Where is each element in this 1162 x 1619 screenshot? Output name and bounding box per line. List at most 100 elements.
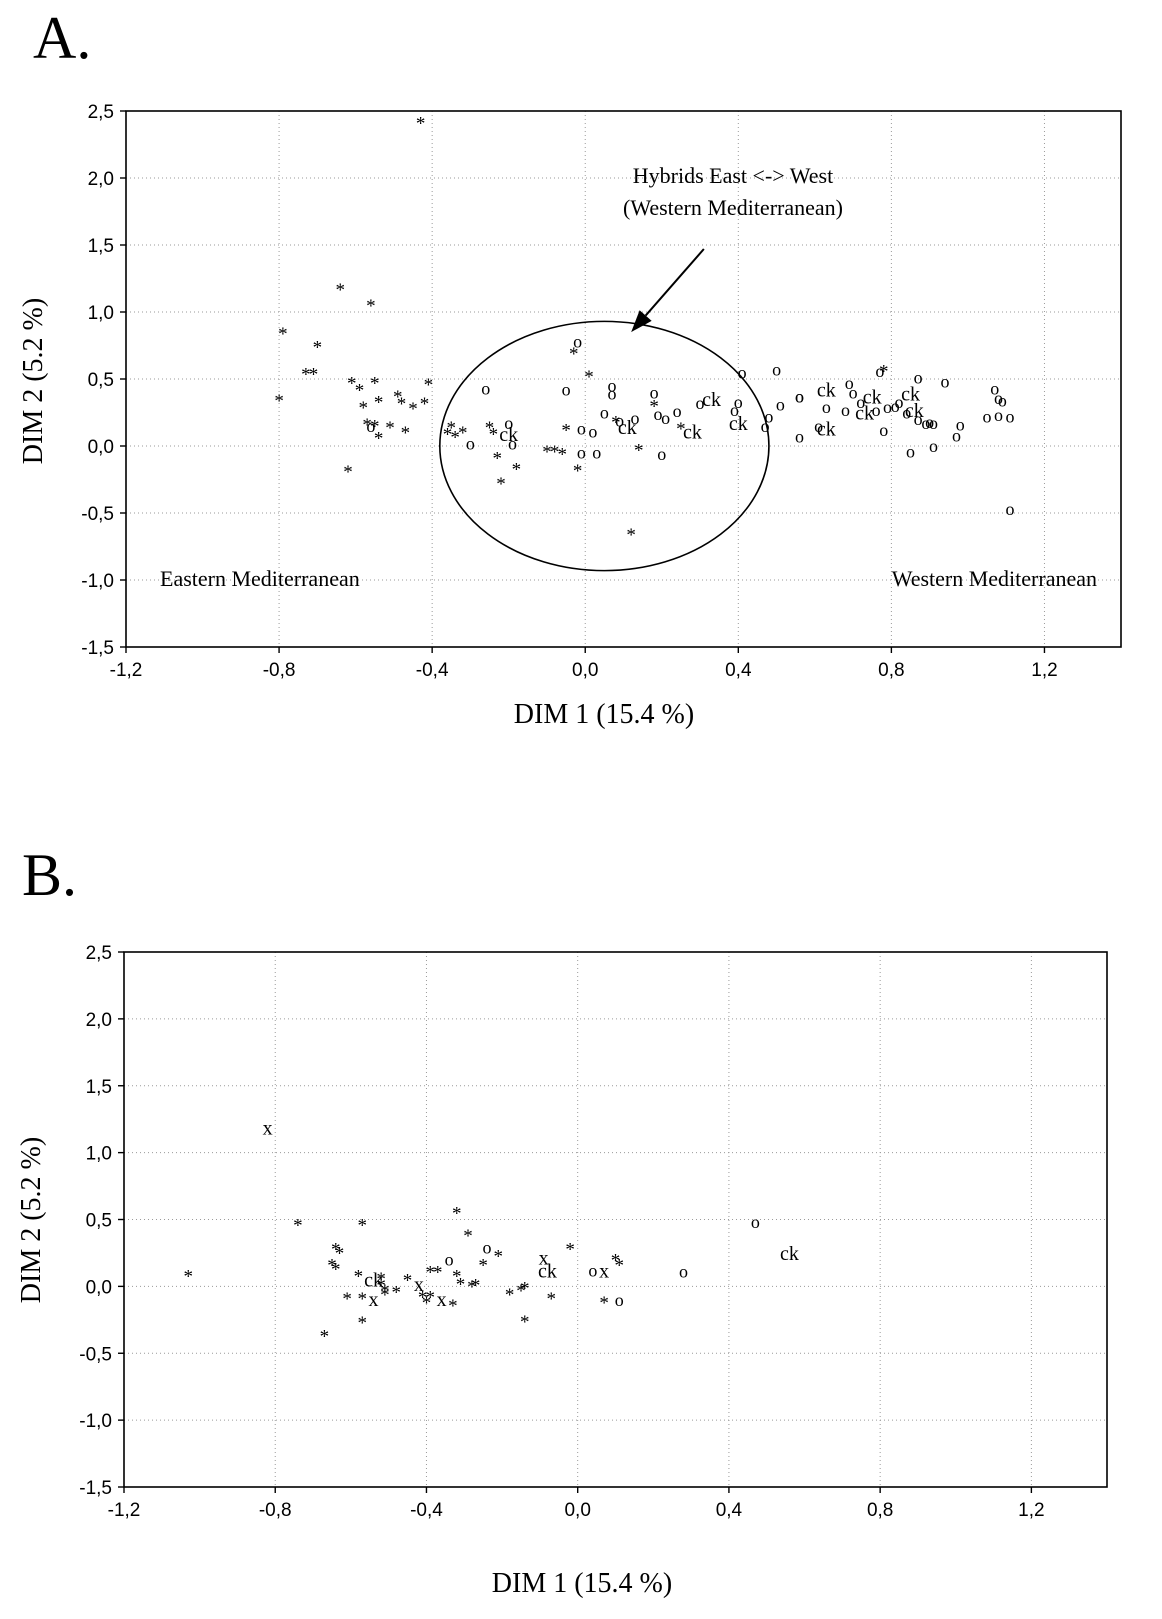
panel-a-ticks: -1,2 -0,8 -0,4 0,0 0,4 0,8 1,2 -1,5 -1,0 -0,5 0,0 0…: [81, 102, 1057, 681]
panel-b-points: x** **********ckx**** ** x*****xo********o *…: [184, 1118, 799, 1348]
asterisk-point: *: [362, 415, 372, 436]
panel-b-y-axis-title: DIM 2 (5.2 %): [16, 1137, 47, 1303]
y-tick-label: -0,5: [79, 1344, 112, 1365]
asterisk-point: *: [634, 441, 644, 462]
hybrids-label-line1: Hybrids East <-> West: [633, 163, 833, 188]
asterisk-point: *: [485, 418, 495, 439]
asterisk-point: *: [366, 296, 376, 317]
ck-point: ck: [729, 413, 748, 435]
circle-point: o: [577, 419, 586, 439]
asterisk-point: *: [335, 1244, 345, 1265]
ck-point: ck: [780, 1243, 799, 1265]
panel-b-plot-frame: [123, 951, 1108, 1488]
circle-point: o: [795, 427, 804, 447]
x-tick-label: -0,8: [259, 1500, 292, 1521]
asterisk-point: *: [546, 1289, 556, 1310]
circle-point: o: [983, 407, 992, 427]
asterisk-point: *: [626, 525, 636, 546]
hybrids-label-line2: (Western Mediterranean): [623, 195, 843, 220]
ck-point: ck: [905, 400, 924, 422]
asterisk-point: *: [558, 445, 568, 466]
circle-point: o: [776, 394, 785, 414]
asterisk-point: *: [416, 114, 426, 135]
circle-point: o: [814, 416, 823, 436]
hybrids-ellipse: [439, 320, 770, 572]
asterisk-point: *: [467, 1277, 477, 1298]
asterisk-point: *: [611, 413, 621, 434]
circle-point: o: [845, 373, 854, 393]
asterisk-point: *: [320, 1327, 330, 1348]
ck-point: ck: [618, 417, 637, 439]
circle-point: o: [902, 403, 911, 423]
circle-point: o: [940, 372, 949, 392]
asterisk-point: *: [274, 391, 284, 412]
circle-point: o: [600, 403, 609, 423]
asterisk-point: *: [336, 280, 346, 301]
x-tick-label: -1,2: [110, 660, 143, 681]
panel-b-x-axis-title: DIM 1 (15.4 %): [492, 1568, 672, 1599]
y-tick-label: 1,5: [86, 1077, 112, 1098]
ck-point: ck: [817, 419, 836, 441]
panel-a-label: A.: [33, 5, 91, 71]
ck-point: ck: [538, 1260, 557, 1282]
x-tick-label: -1,2: [108, 1500, 141, 1521]
asterisk-point: *: [343, 462, 353, 483]
hybrids-arrow: [631, 248, 705, 333]
asterisk-point: *: [184, 1266, 194, 1287]
y-tick-label: -1,5: [79, 1478, 112, 1499]
asterisk-point: *: [393, 387, 403, 408]
asterisk-point: *: [397, 394, 407, 415]
asterisk-point: *: [401, 423, 411, 444]
asterisk-point: *: [520, 1312, 530, 1333]
circle-point: o: [761, 416, 770, 436]
panel-a: A. -1,2 -0,8 -0,4 0,0 0,4 0,8 1,2 -1,5 -1,0 -0,5 0…: [18, 5, 1122, 730]
y-tick-label: -1,5: [81, 638, 114, 659]
ck-point: ck: [863, 386, 882, 408]
circle-point: o: [679, 1262, 688, 1282]
asterisk-point: *: [370, 374, 380, 395]
y-tick-label: 2,5: [86, 943, 112, 964]
circle-point: o: [481, 378, 490, 398]
asterisk-point: *: [370, 417, 380, 438]
circle-point: o: [588, 421, 597, 441]
circle-point: o: [872, 400, 881, 420]
x-tick-label: 0,0: [564, 1500, 590, 1521]
circle-point: o: [661, 408, 670, 428]
circle-point: o: [906, 441, 915, 461]
circle-point: o: [366, 416, 375, 436]
circle-point: o: [891, 396, 900, 416]
ck-point: ck: [702, 389, 721, 411]
asterisk-point: *: [357, 1313, 367, 1334]
y-tick-label: 0,5: [86, 1211, 112, 1232]
asterisk-point: *: [505, 1285, 515, 1306]
asterisk-point: *: [573, 461, 583, 482]
y-tick-label: -1,0: [79, 1411, 112, 1432]
circle-point: o: [883, 397, 892, 417]
y-tick-label: -1,0: [81, 571, 114, 592]
circle-point: o: [592, 443, 601, 463]
asterisk-point: *: [433, 1262, 443, 1283]
panel-a-y-axis-title: DIM 2 (5.2 %): [18, 298, 49, 464]
asterisk-point: *: [424, 375, 434, 396]
asterisk-point: *: [391, 1282, 401, 1303]
asterisk-point: *: [452, 1266, 462, 1287]
asterisk-point: *: [422, 1293, 432, 1314]
panel-b-ticks: -1,2 -0,8 -0,4 0,0 0,4 0,8 1,2 -1,5 -1,0 -0,5 0,0 0…: [79, 943, 1044, 1521]
x-point: x: [539, 1247, 549, 1269]
asterisk-point: *: [357, 1289, 367, 1310]
asterisk-point: *: [380, 1285, 390, 1306]
circle-point: o: [577, 443, 586, 463]
circle-point: o: [562, 380, 571, 400]
circle-point: o: [795, 386, 804, 406]
circle-point: o: [615, 411, 624, 431]
asterisk-point: *: [355, 380, 365, 401]
asterisk-point: *: [471, 1276, 481, 1297]
circle-point: o: [608, 376, 617, 396]
x-point: x: [369, 1289, 379, 1311]
circle-point: o: [990, 378, 999, 398]
asterisk-point: *: [489, 425, 499, 446]
y-tick-label: 2,5: [88, 102, 114, 123]
panel-a-points: ******* ** **** * * * * *** *o* ******oo****ocko*…: [274, 114, 1014, 546]
circle-point: o: [856, 392, 865, 412]
asterisk-point: *: [456, 1274, 466, 1295]
